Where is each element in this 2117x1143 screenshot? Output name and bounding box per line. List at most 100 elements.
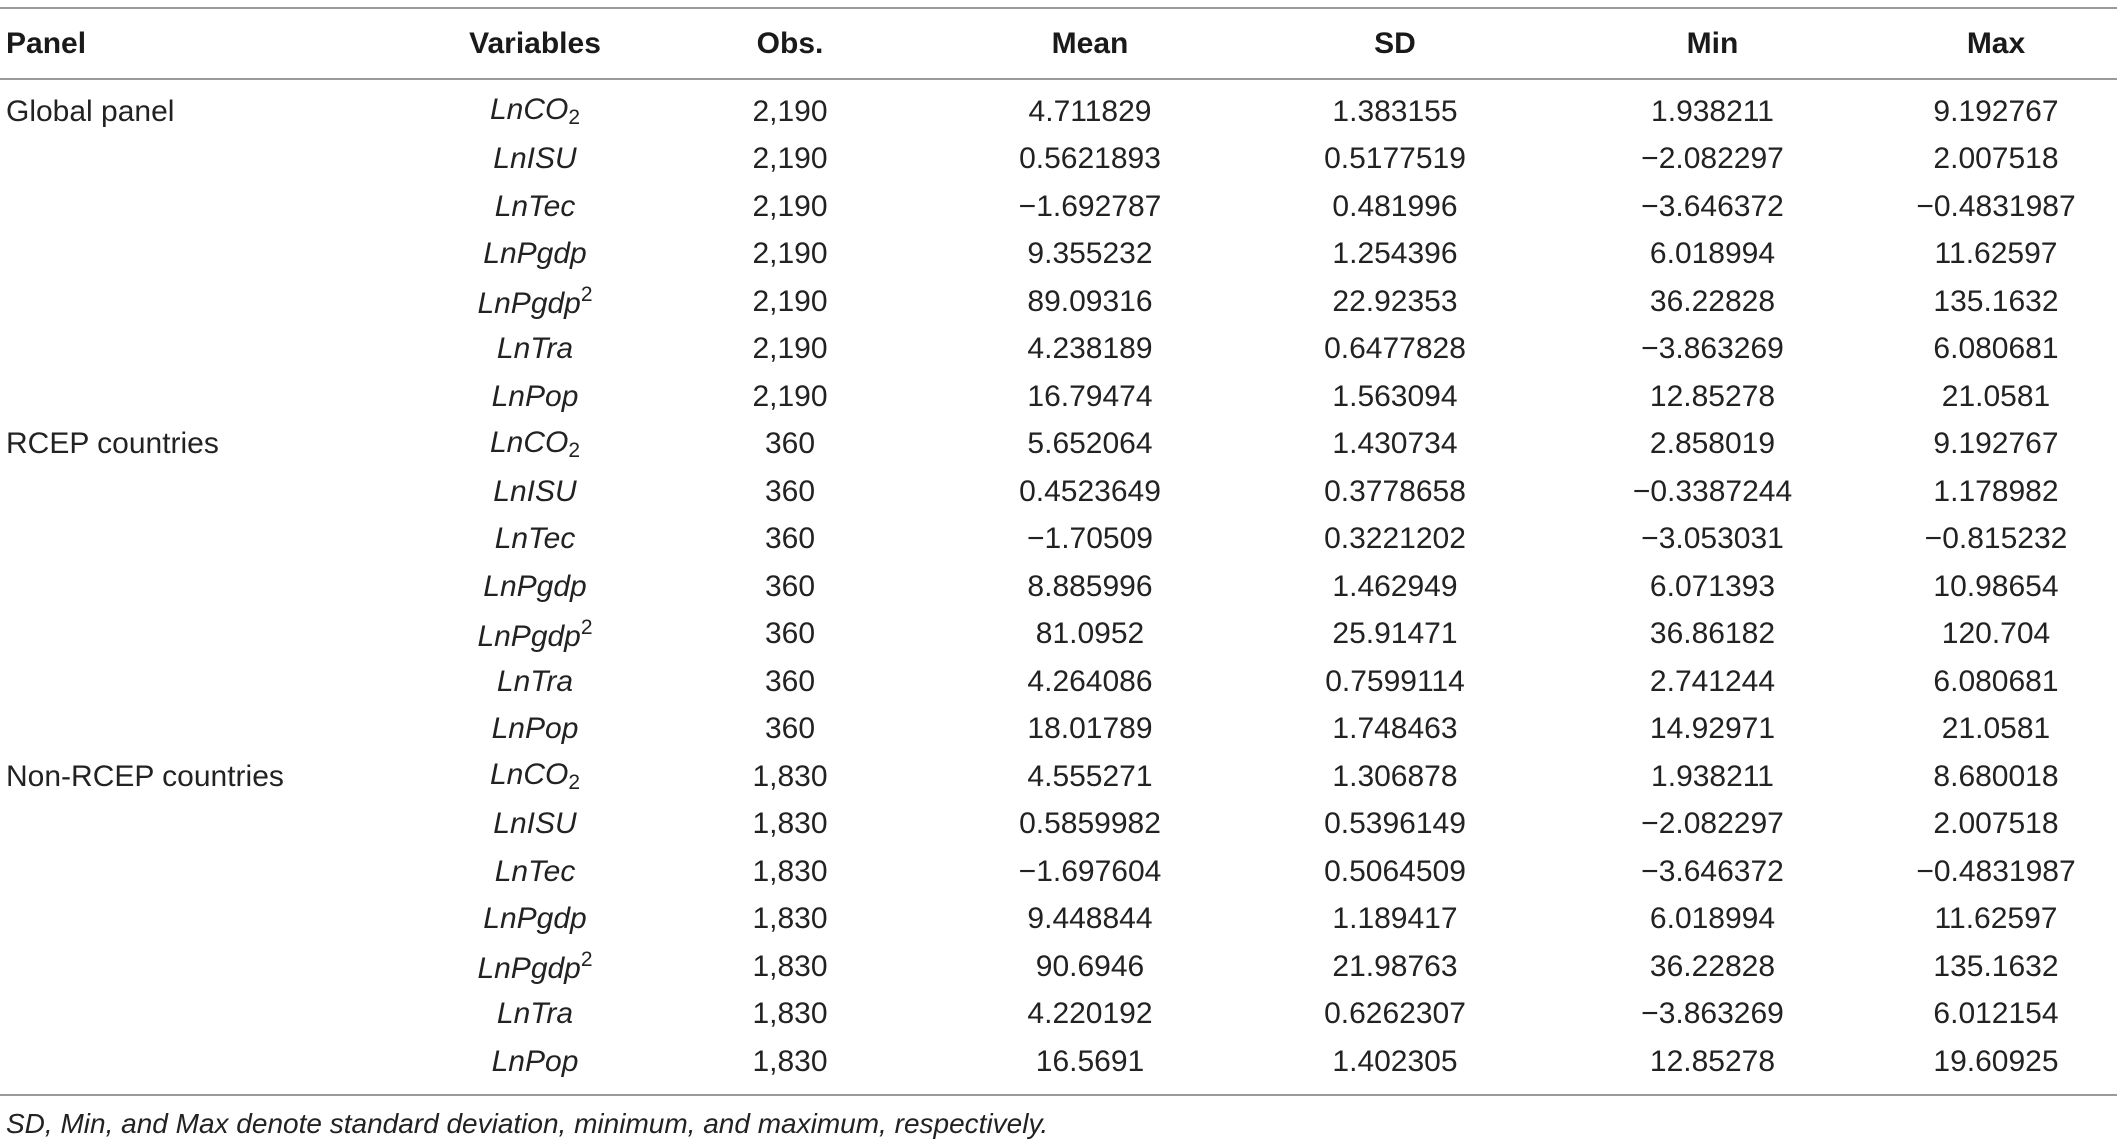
table-row: LnPgdp2 2,190 89.09316 22.92353 36.22828 135.…	[0, 278, 2117, 326]
cell-obs: 1,830	[752, 949, 828, 983]
cell-obs: 1,830	[752, 1044, 828, 1078]
cell-min: 1.938211	[1651, 759, 1774, 793]
cell-sd: 1.748463	[1332, 712, 1458, 746]
variable-superscript: 2	[580, 283, 593, 307]
table-row: LnTec 360 −1.70509 0.3221202 −3.053031 −0.815…	[0, 516, 2117, 564]
cell-mean: 4.555271	[1027, 759, 1153, 793]
cell-obs: 1,830	[752, 854, 828, 888]
table-row: LnTra 2,190 4.238189 0.6477828 −3.863269 6.08…	[0, 326, 2117, 374]
cell-min: −3.863269	[1641, 332, 1784, 366]
variable-name: LnTra	[496, 664, 574, 698]
cell-min: 6.018994	[1649, 237, 1776, 271]
table-row: RCEP countries LnCO2 360 5.652064 1.430734 2.…	[0, 421, 2117, 469]
cell-min: 36.22828	[1649, 284, 1776, 318]
panel-cell	[0, 801, 430, 849]
variable-name: LnISU	[493, 807, 577, 841]
cell-max: 6.012154	[1933, 997, 2059, 1031]
variable-superscript: 2	[580, 615, 593, 639]
cell-max: 1.178982	[1933, 474, 2059, 508]
cell-obs: 1,830	[752, 759, 828, 793]
variable-cell: LnCO2	[430, 421, 640, 469]
cell-sd: 0.5064509	[1324, 854, 1466, 888]
cell-obs: 360	[764, 427, 816, 461]
cell-obs: 360	[764, 474, 816, 508]
variable-cell: LnISU	[430, 468, 640, 516]
top-rule	[0, 7, 2117, 9]
header-row: Panel Variables Obs. Mean SD Min Max	[0, 9, 2117, 78]
cell-mean: 16.5691	[1035, 1044, 1145, 1078]
cell-max: 6.080681	[1933, 664, 2059, 698]
cell-min: −2.082297	[1641, 142, 1784, 176]
cell-min: −0.3387244	[1632, 474, 1793, 508]
variable-cell: LnPop	[430, 373, 640, 421]
variable-name: LnCO	[489, 425, 569, 459]
cell-max: 21.0581	[1941, 712, 2051, 746]
cell-sd: 0.3778658	[1324, 474, 1466, 508]
cell-max: 19.60925	[1933, 1044, 2059, 1078]
cell-max: −0.4831987	[1916, 189, 2076, 223]
panel-cell	[0, 706, 430, 754]
cell-obs: 2,190	[752, 142, 828, 176]
cell-mean: 18.01789	[1027, 712, 1153, 746]
variable-superscript: 2	[580, 948, 593, 972]
variable-name: LnPgdp	[483, 569, 587, 603]
panel-cell: Global panel	[6, 94, 175, 128]
cell-sd: 1.254396	[1332, 237, 1458, 271]
panel-cell	[0, 896, 430, 944]
cell-obs: 2,190	[752, 189, 828, 223]
cell-max: 8.680018	[1933, 759, 2059, 793]
variable-cell: LnPgdp	[430, 563, 640, 611]
cell-mean: 89.09316	[1027, 284, 1153, 318]
cell-min: −3.646372	[1641, 189, 1784, 223]
table-row: LnPgdp 360 8.885996 1.462949 6.071393 10.9865…	[0, 563, 2117, 611]
panel-cell	[0, 563, 430, 611]
cell-max: 2.007518	[1933, 807, 2059, 841]
header-rule	[0, 78, 2117, 80]
variable-name: LnCO	[489, 93, 569, 127]
variable-cell: LnISU	[430, 136, 640, 184]
variable-name: LnISU	[493, 474, 577, 508]
panel-cell	[0, 611, 430, 659]
cell-max: 6.080681	[1933, 332, 2059, 366]
cell-min: 2.858019	[1649, 427, 1776, 461]
table-row: LnPop 2,190 16.79474 1.563094 12.85278 21.058…	[0, 373, 2117, 421]
cell-min: 2.741244	[1649, 664, 1776, 698]
variable-name: LnPgdp	[477, 619, 581, 653]
variable-name: LnTra	[496, 997, 574, 1031]
descriptive-statistics-table: Panel Variables Obs. Mean SD Min Max Glo…	[0, 9, 2117, 1086]
cell-min: 12.85278	[1649, 1044, 1776, 1078]
variable-name: LnPop	[491, 712, 579, 746]
cell-min: 14.92971	[1649, 712, 1776, 746]
col-header-variables: Variables	[469, 26, 601, 60]
cell-max: 10.98654	[1933, 569, 2059, 603]
cell-mean: 9.448844	[1027, 902, 1153, 936]
cell-min: −3.646372	[1641, 854, 1784, 888]
cell-obs: 2,190	[752, 379, 828, 413]
cell-mean: 8.885996	[1027, 569, 1153, 603]
panel-cell	[0, 991, 430, 1039]
cell-obs: 1,830	[752, 902, 828, 936]
cell-max: 11.62597	[1934, 237, 2058, 271]
panel-cell	[0, 373, 430, 421]
variable-cell: LnPgdp2	[430, 611, 640, 659]
panel-cell: Non-RCEP countries	[6, 759, 284, 793]
variable-subscript: 2	[568, 771, 581, 795]
cell-mean: 4.238189	[1027, 332, 1153, 366]
table-row: LnPop 1,830 16.5691 1.402305 12.85278 19.6092…	[0, 1038, 2117, 1086]
cell-sd: 1.306878	[1332, 759, 1458, 793]
cell-max: 135.1632	[1933, 284, 2059, 318]
table-row: LnISU 360 0.4523649 0.3778658 −0.3387244 1.17…	[0, 468, 2117, 516]
col-header-max: Max	[1966, 26, 2026, 60]
cell-max: 120.704	[1941, 617, 2051, 651]
variable-cell: LnPop	[430, 1038, 640, 1086]
variable-cell: LnPgdp	[430, 231, 640, 279]
panel-cell	[0, 468, 430, 516]
cell-sd: 1.383155	[1332, 94, 1458, 128]
cell-obs: 1,830	[752, 997, 828, 1031]
cell-mean: −1.70509	[1027, 522, 1153, 556]
variable-name: LnTec	[494, 189, 576, 223]
cell-sd: 0.6262307	[1324, 997, 1466, 1031]
cell-sd: 1.563094	[1332, 379, 1458, 413]
table-row: LnTra 360 4.264086 0.7599114 2.741244 6.08068…	[0, 658, 2117, 706]
cell-mean: 4.220192	[1027, 997, 1153, 1031]
